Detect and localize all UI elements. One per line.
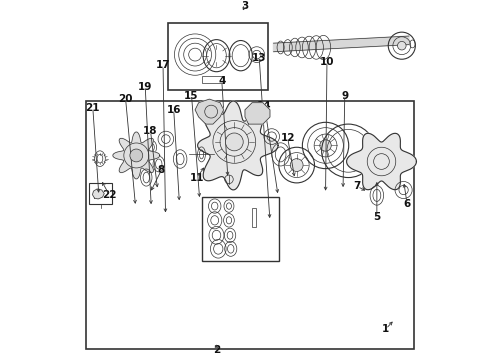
Circle shape	[397, 41, 406, 50]
Text: 4: 4	[218, 76, 225, 86]
Text: 15: 15	[184, 91, 199, 100]
Bar	[202, 197, 279, 261]
Text: 17: 17	[156, 60, 171, 70]
Circle shape	[225, 133, 243, 151]
Polygon shape	[197, 101, 278, 190]
Circle shape	[320, 140, 331, 151]
Text: 2: 2	[213, 345, 220, 355]
Text: 21: 21	[86, 103, 100, 113]
Text: 13: 13	[252, 53, 267, 63]
Polygon shape	[195, 99, 223, 124]
Text: 19: 19	[138, 82, 152, 92]
Circle shape	[290, 159, 303, 171]
Text: 12: 12	[280, 133, 295, 143]
Polygon shape	[93, 189, 104, 199]
Text: 8: 8	[158, 166, 165, 175]
Text: 14: 14	[257, 101, 272, 111]
Circle shape	[130, 149, 143, 162]
Bar	[169, 23, 268, 90]
Text: 3: 3	[242, 1, 248, 12]
Text: 6: 6	[404, 199, 411, 209]
Polygon shape	[245, 103, 270, 124]
Text: 18: 18	[143, 126, 158, 136]
Text: 20: 20	[119, 94, 133, 104]
Bar	[252, 208, 256, 228]
Text: 5: 5	[373, 212, 381, 222]
Text: 22: 22	[102, 190, 117, 201]
Polygon shape	[346, 133, 416, 190]
Polygon shape	[113, 132, 160, 179]
Bar	[202, 76, 223, 83]
Text: 9: 9	[341, 91, 348, 100]
Text: 7: 7	[354, 181, 361, 192]
Polygon shape	[273, 36, 409, 52]
Text: 11: 11	[190, 172, 204, 183]
Text: 10: 10	[319, 57, 334, 67]
Text: 1: 1	[382, 324, 390, 334]
Text: 16: 16	[167, 105, 181, 115]
Bar	[86, 101, 414, 348]
Bar	[89, 183, 112, 204]
